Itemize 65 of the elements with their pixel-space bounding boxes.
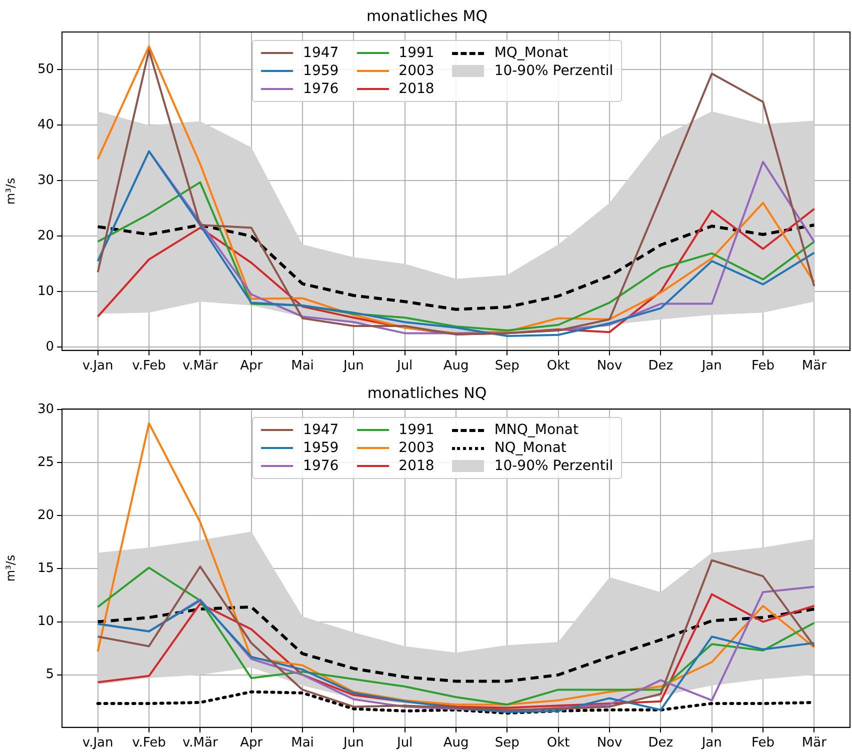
y-axis-title: m³/s [3, 554, 18, 582]
legend-label: 1959 [303, 63, 339, 79]
x-tick-label: Jan [700, 358, 722, 374]
line-series [96, 224, 816, 311]
y-tick-label: 20 [37, 508, 54, 524]
legend-label: 1959 [303, 440, 339, 456]
x-tick-label: Dez [648, 736, 674, 751]
legend-label: 2003 [398, 440, 434, 456]
annotation: 10-90% Perzentil [494, 458, 614, 474]
x-tick-label: Okt [546, 358, 570, 374]
y-axis-title: m³/s [3, 178, 18, 205]
x-tick-label: Aug [443, 736, 469, 751]
y-tick-label: 50 [37, 62, 54, 78]
x-tick-label: v.Mär [182, 358, 218, 374]
y-tick-label: 0 [46, 339, 54, 354]
legend-label: 1976 [303, 81, 339, 97]
y-tick-label: 15 [37, 561, 54, 576]
x-tick-label: Jul [396, 358, 413, 374]
x-tick-label: v.Jan [82, 358, 114, 374]
x-tick-label: Sep [494, 736, 520, 751]
annotation: 10-90% Perzentil [494, 63, 614, 79]
x-tick-label: Mär [802, 736, 828, 751]
x-tick-label: Dez [648, 358, 674, 374]
x-tick-label: v.Mär [182, 736, 218, 751]
x-tick-label: v.Feb [132, 358, 166, 374]
x-tick-label: Jun [342, 736, 364, 751]
y-tick-label: 30 [37, 173, 54, 188]
chart-title: monatliches MQ [366, 6, 488, 25]
x-tick-label: Jun [342, 358, 364, 374]
x-tick-label: Sep [494, 358, 520, 374]
x-tick-label: Mai [291, 736, 314, 751]
legend-label: 1947 [303, 422, 339, 438]
x-tick-label: Nov [596, 736, 622, 751]
legend-label: 2018 [398, 81, 434, 97]
chart-title: monatliches NQ [367, 384, 487, 402]
y-tick-label: 30 [37, 402, 54, 417]
x-tick-label: Jul [396, 736, 413, 751]
y-tick-label: 10 [37, 614, 54, 630]
legend-label: MNQ_Monat [494, 422, 578, 438]
legend-label: 1991 [398, 45, 434, 61]
x-tick-label: Mär [802, 358, 828, 374]
x-tick-label: Apr [240, 736, 264, 751]
y-tick-label: 5 [46, 667, 54, 682]
line-series [96, 605, 816, 683]
x-tick-label: Aug [443, 358, 469, 374]
x-tick-label: Nov [596, 358, 622, 374]
legend-label: 1947 [303, 45, 339, 61]
y-tick-label: 40 [37, 118, 54, 133]
legend-label: 2003 [398, 63, 434, 79]
x-tick-label: v.Jan [82, 736, 114, 751]
x-tick-label: Mai [291, 358, 314, 374]
x-tick-label: v.Feb [132, 736, 166, 751]
x-tick-label: Jan [700, 736, 722, 751]
legend-label: 2018 [398, 458, 434, 474]
y-tick-label: 25 [37, 454, 54, 470]
legend-label: 1991 [398, 422, 434, 438]
legend-label: NQ_Monat [494, 440, 566, 456]
legend-label: 1976 [303, 458, 339, 474]
y-tick-label: 10 [37, 284, 54, 299]
legend-label: MQ_Monat [494, 45, 568, 61]
y-tick-label: 20 [37, 228, 54, 244]
x-tick-label: Feb [751, 358, 775, 374]
x-tick-label: Apr [240, 358, 264, 374]
x-tick-label: Feb [751, 736, 775, 751]
x-tick-label: Okt [546, 736, 570, 751]
